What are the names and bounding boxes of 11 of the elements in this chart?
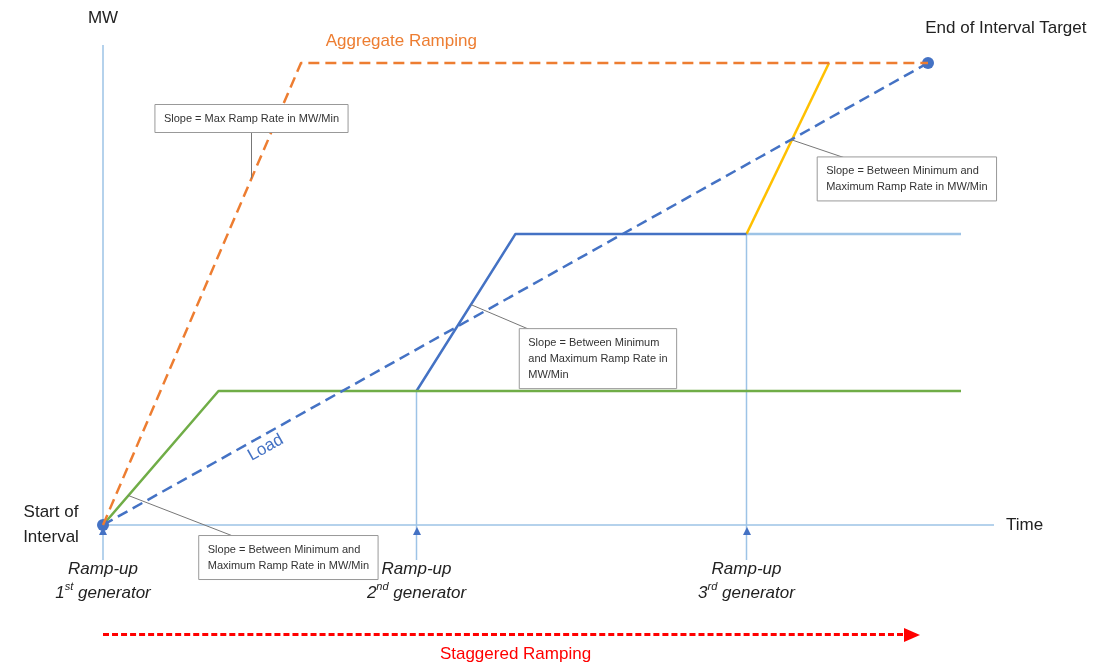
x-axis-title: Time <box>1006 514 1044 534</box>
text: Slope = Between Minimum and Maximum Ramp Rate in MW/Min <box>207 542 370 571</box>
y-axis-title: MW <box>87 7 119 27</box>
text: Load <box>244 429 287 465</box>
series-label: Aggregate Ramping <box>325 30 477 50</box>
annotation: Slope = Between Minimum and Maximum Ramp Rate in MW/Min <box>826 163 988 192</box>
text: Staggered Ramping <box>439 643 592 663</box>
text: Start of Interval <box>23 502 79 547</box>
annotation: Slope = Between Minimum and Maximum Ramp Rate in MW/Min <box>528 335 668 380</box>
text: End of Interval Target <box>925 17 1087 37</box>
annotation: Slope = Max Ramp Rate in MW/Min <box>163 111 340 124</box>
